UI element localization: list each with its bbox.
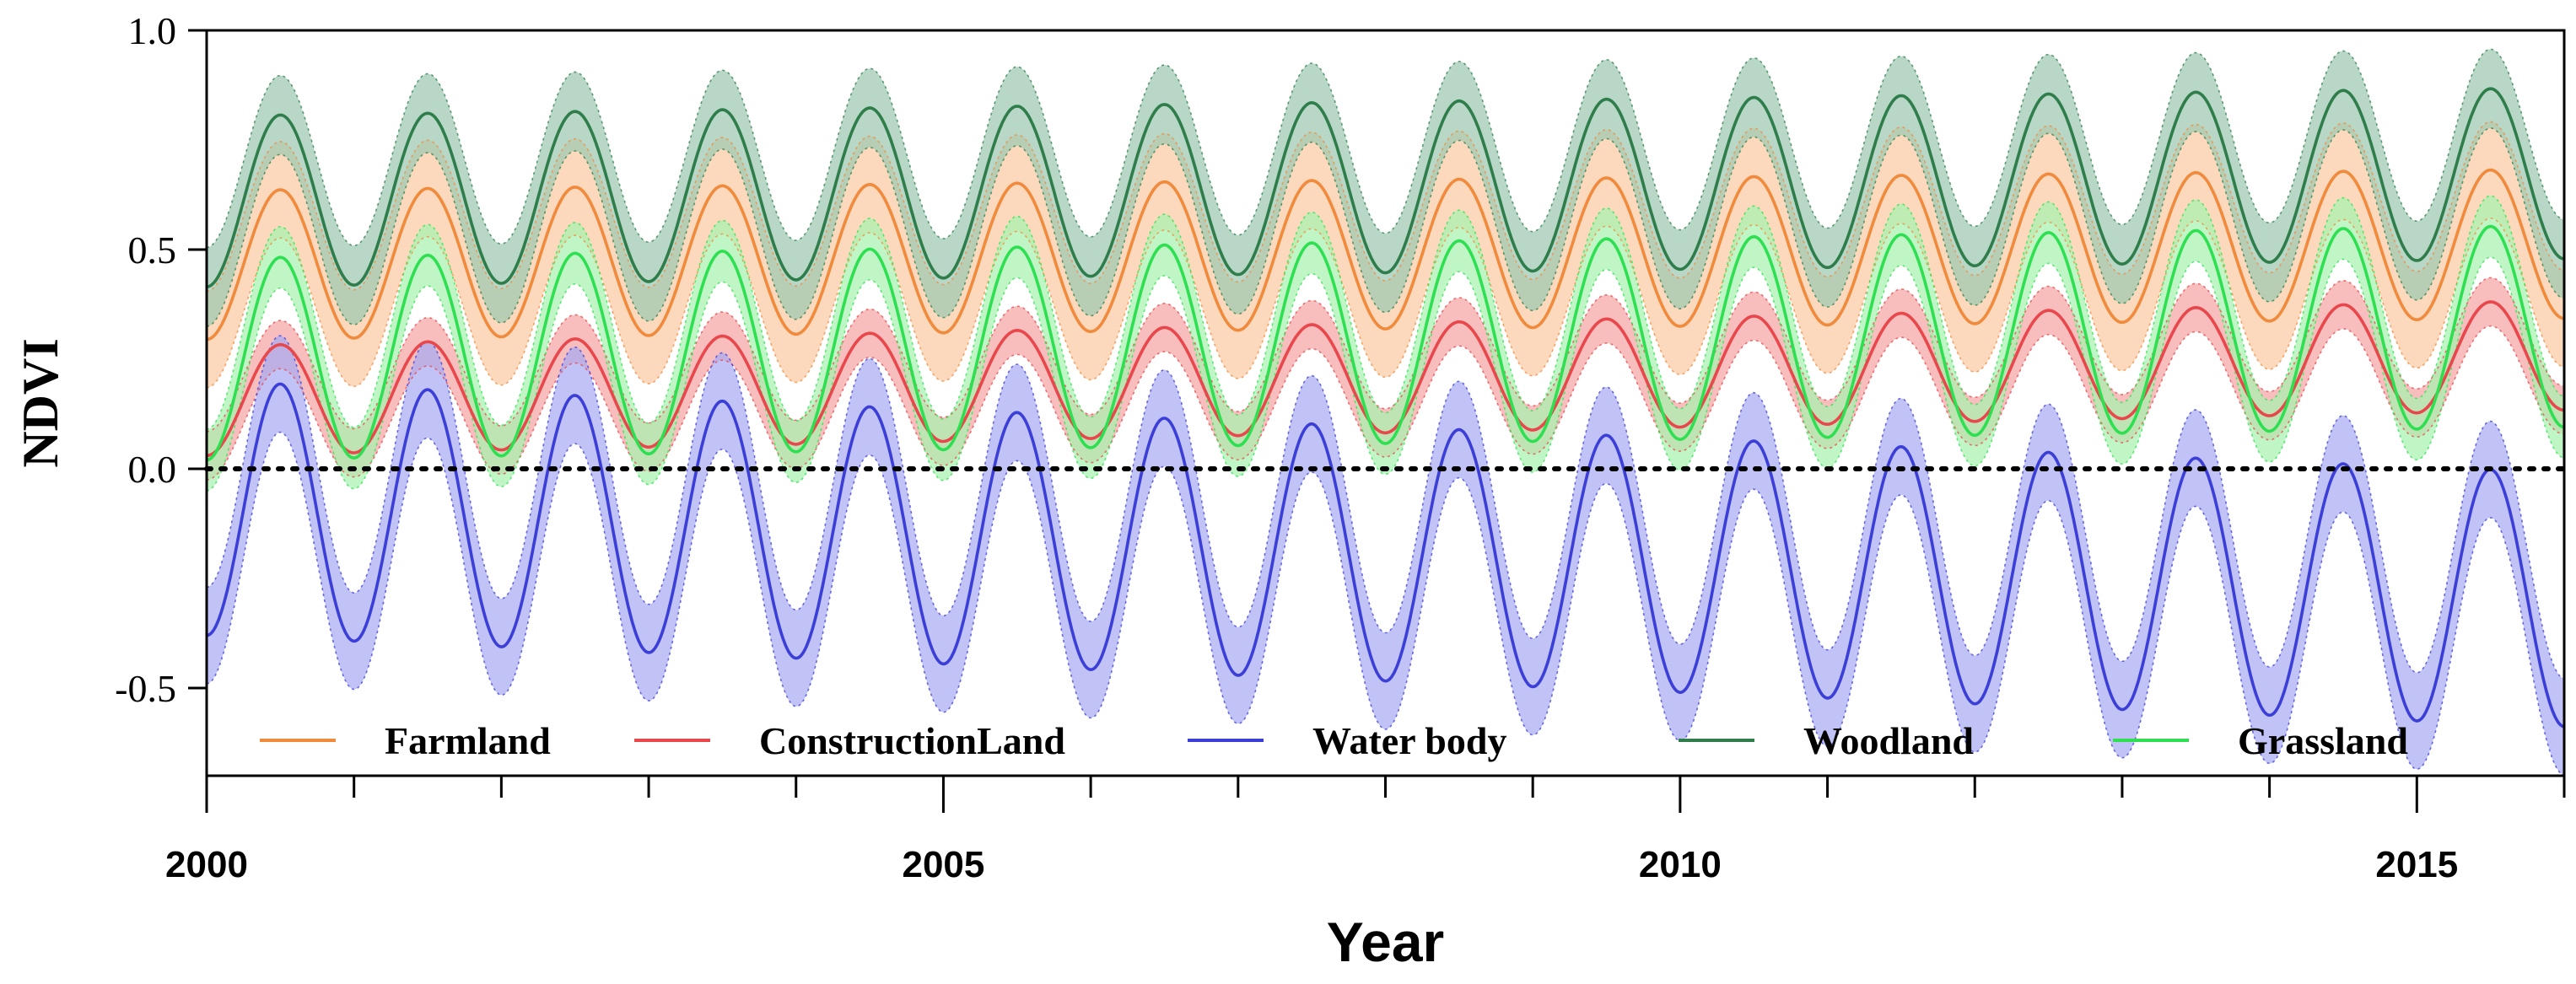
band-edges: [206, 48, 2565, 776]
x-axis-ticks: 2000 2005 2010 2015: [165, 776, 2566, 885]
band-grassland: [207, 196, 2564, 491]
band-edge-upper-grassland: [206, 195, 2565, 430]
line-farmland: [206, 168, 2565, 341]
y-tick-label: 0.0: [128, 448, 177, 491]
legend: Farmland ConstructionLand Water body Woodla…: [260, 719, 2408, 762]
y-tick-label: -0.5: [115, 667, 176, 710]
line-woodland: [206, 87, 2565, 288]
legend-label-farmland: Farmland: [385, 719, 551, 762]
line-grassland: [206, 224, 2565, 462]
legend-label-water-body: Water body: [1312, 719, 1506, 762]
series-lines: [206, 87, 2565, 729]
y-axis-ticks: -0.5 0.0 0.5 1.0: [115, 9, 207, 710]
band-edge-lower-water-body: [206, 431, 2565, 776]
y-tick-label: 0.5: [128, 229, 177, 272]
x-axis-title: Year: [1327, 911, 1444, 973]
line-constructionland: [206, 300, 2565, 458]
band-edge-upper-farmland: [206, 121, 2565, 293]
band-edge-upper-constructionland: [206, 277, 2565, 433]
x-tick-label: 2005: [902, 844, 984, 885]
legend-label-constructionland: ConstructionLand: [759, 719, 1065, 762]
band-farmland: [207, 121, 2564, 388]
x-tick-label: 2000: [165, 844, 248, 885]
band-edge-upper-water-body: [206, 335, 2565, 680]
y-tick-label: 1.0: [128, 9, 177, 52]
confidence-bands: [207, 49, 2564, 775]
x-tick-label: 2015: [2375, 844, 2458, 885]
band-woodland: [207, 49, 2564, 327]
y-axis-title: NDVI: [13, 338, 68, 467]
legend-label-woodland: Woodland: [1803, 719, 1974, 762]
band-water-body: [207, 336, 2564, 775]
x-tick-label: 2010: [1639, 844, 1722, 885]
band-edge-lower-grassland: [206, 256, 2565, 492]
legend-label-grassland: Grassland: [2238, 719, 2408, 762]
line-water-body: [206, 382, 2565, 729]
band-edge-lower-constructionland: [206, 325, 2565, 481]
